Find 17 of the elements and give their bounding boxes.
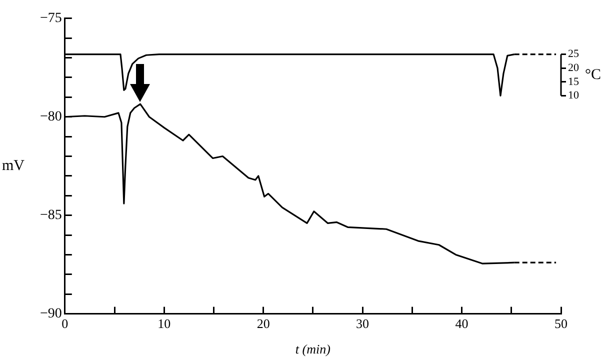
x-axis-title: t (min) [295, 342, 330, 357]
y-axis-title: mV [2, 158, 25, 174]
x-tick-label: 50 [554, 316, 568, 332]
y-tick-label: −85 [40, 208, 62, 224]
y-tick-label: −80 [40, 110, 62, 125]
y2-tick-label: 25 [568, 48, 580, 60]
x-tick-label: 0 [62, 316, 68, 332]
x-tick-label: 20 [256, 316, 270, 332]
y2-axis-title: °C [585, 66, 602, 83]
x-tick-label: 30 [356, 316, 370, 332]
x-tick-label: 10 [158, 316, 171, 332]
x-tick-label: 40 [455, 316, 468, 332]
y2-tick-label: 15 [568, 76, 580, 88]
y2-tick-label: 20 [568, 62, 580, 74]
y-tick-label: −90 [40, 306, 62, 322]
y-tick-label: −75 [40, 11, 62, 26]
y2-tick-label: 10 [568, 90, 580, 102]
